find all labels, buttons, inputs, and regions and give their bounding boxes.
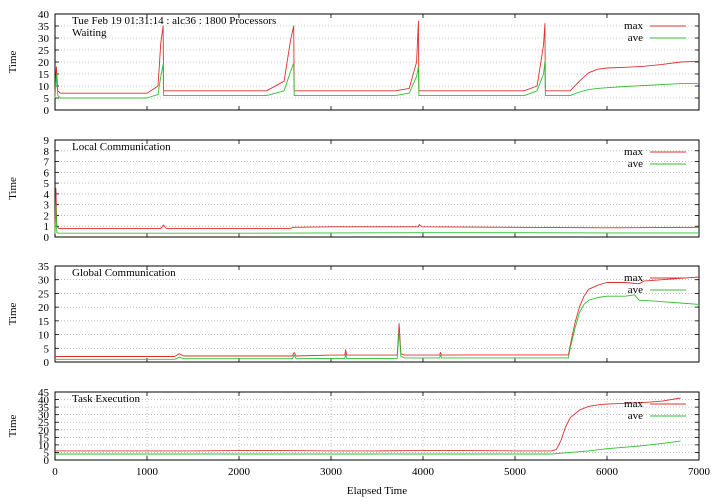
y-tick-label: 30	[38, 33, 50, 45]
y-tick-label: 10	[38, 81, 50, 93]
x-axis-label: Elapsed Time	[347, 485, 407, 497]
y-tick-label: 20	[38, 425, 50, 437]
y-tick-label: 3	[44, 200, 50, 212]
x-tick-label: 2000	[228, 466, 251, 478]
legend-label-ave: ave	[628, 158, 643, 170]
y-tick-label: 40	[38, 395, 50, 407]
legend-label-max: max	[624, 398, 643, 410]
legend-label-ave: ave	[628, 284, 643, 296]
y-tick-label: 15	[38, 432, 50, 444]
y-tick-label: 0	[44, 232, 50, 244]
y-tick-label: 25	[38, 417, 50, 429]
y-tick-label: 30	[38, 275, 50, 287]
series-line-max	[54, 20, 700, 94]
y-tick-label: 45	[38, 387, 50, 399]
panel-label: Global Communication	[72, 267, 176, 279]
y-tick-label: 7	[44, 157, 50, 169]
y-tick-label: 5	[44, 93, 50, 105]
series-line-max	[55, 397, 681, 452]
y-tick-label: 1	[44, 221, 50, 233]
x-tick-label: 1000	[136, 466, 159, 478]
panel-label: Task Execution	[72, 393, 140, 405]
series-line-ave	[55, 294, 700, 360]
y-tick-label: 20	[38, 57, 50, 69]
y-axis-label: Time	[7, 50, 19, 73]
y-tick-label: 5	[44, 343, 50, 355]
y-tick-label: 35	[38, 402, 50, 414]
panel-label: Waiting	[72, 27, 107, 39]
plot-frame	[54, 139, 700, 238]
x-tick-label: 3000	[320, 466, 343, 478]
y-tick-label: 40	[38, 9, 50, 21]
y-axis-label: Time	[7, 414, 19, 437]
x-tick-label: 7000	[688, 466, 711, 478]
y-tick-label: 2	[44, 210, 50, 222]
legend-label-max: max	[624, 146, 643, 158]
y-axis-label: Time	[7, 177, 19, 200]
series-line-ave	[54, 61, 699, 99]
y-tick-label: 0	[44, 105, 50, 117]
y-tick-label: 25	[38, 288, 50, 300]
x-tick-label: 4000	[412, 466, 435, 478]
x-tick-label: 6000	[596, 466, 619, 478]
y-tick-label: 10	[38, 440, 50, 452]
y-tick-label: 5	[44, 178, 50, 190]
plot-frame	[54, 265, 700, 363]
legend-label-ave: ave	[628, 32, 643, 44]
y-tick-label: 0	[44, 357, 50, 369]
y-tick-label: 35	[38, 21, 50, 33]
y-tick-label: 8	[44, 146, 50, 158]
y-tick-label: 0	[44, 455, 50, 467]
y-tick-label: 15	[38, 316, 50, 328]
y-tick-label: 15	[38, 69, 50, 81]
y-tick-label: 35	[38, 261, 50, 273]
y-tick-label: 30	[38, 410, 50, 422]
series-line-max	[54, 188, 700, 229]
y-tick-label: 10	[38, 330, 50, 342]
legend-label-max: max	[624, 272, 643, 284]
x-tick-label: 5000	[504, 466, 527, 478]
y-tick-label: 20	[38, 302, 50, 314]
panel-label: Local Communication	[72, 141, 171, 153]
chart-title: Tue Feb 19 01:31:14 : alc36 : 1800 Proce…	[72, 15, 276, 27]
series-line-ave	[54, 204, 699, 234]
series-line-ave	[55, 440, 681, 455]
x-tick-label: 0	[52, 466, 58, 478]
y-tick-label: 4	[44, 189, 50, 201]
series-line-max	[55, 276, 700, 357]
y-tick-label: 5	[44, 447, 50, 459]
y-tick-label: 9	[44, 135, 50, 147]
legend-label-ave: ave	[628, 410, 643, 422]
y-tick-label: 25	[38, 45, 50, 57]
plot-frame	[54, 391, 700, 461]
legend-label-max: max	[624, 20, 643, 32]
y-axis-label: Time	[7, 302, 19, 325]
y-tick-label: 6	[44, 167, 50, 179]
